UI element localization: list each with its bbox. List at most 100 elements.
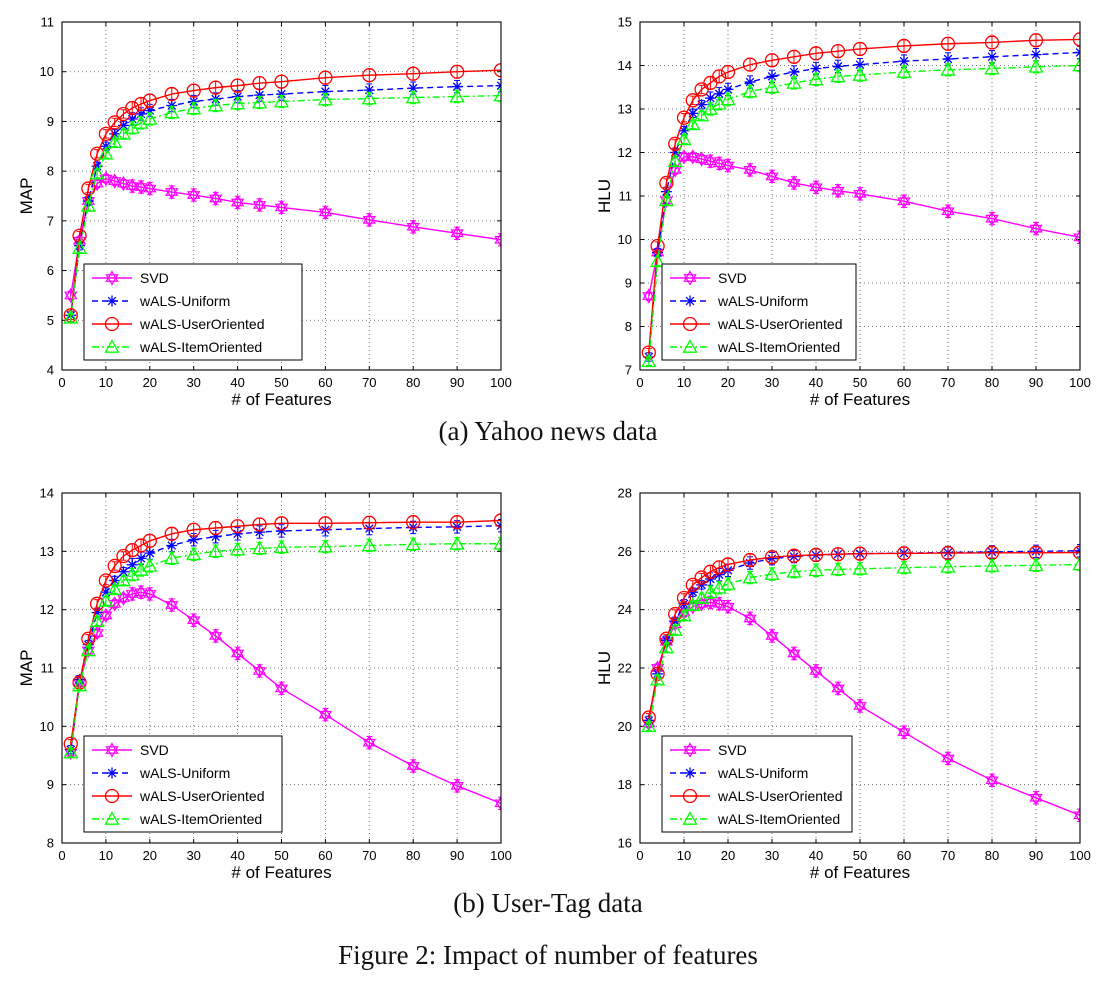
y-tick-label: 11 [41,661,55,676]
x-tick-label: 30 [765,848,779,863]
error-bar [1077,230,1080,245]
x-tick-label: 80 [985,375,999,390]
marker-hexagram [165,184,179,196]
marker-circle [742,552,758,568]
data-point [985,210,999,227]
x-tick-label: 90 [1029,375,1043,390]
data-point [1072,545,1080,560]
y-tick-label: 24 [618,602,632,617]
marker-hexagram [721,599,735,611]
data-point [667,153,683,168]
data-point [897,724,911,740]
data-point [852,41,868,57]
data-point [942,53,954,65]
y-tick-label: 10 [618,232,632,247]
y-tick-label: 14 [40,486,54,501]
marker-hexagram [252,663,267,675]
marker-hexagram [703,157,718,169]
legend-label: wALS-UserOriented [717,788,843,804]
x-tick-label: 40 [809,375,823,390]
data-point [361,537,377,552]
x-axis-label: # of Features [810,863,910,882]
marker-triangle [493,535,501,550]
series-group [63,513,501,812]
error-bar [498,233,501,247]
marker-hexagram [362,738,376,751]
data-point [71,677,88,692]
marker-hexagram [831,684,845,697]
x-tick-label: 30 [765,375,779,390]
y-tick-label: 13 [40,544,54,559]
data-point [808,46,824,61]
marker-hexagram [941,750,955,763]
legend-entry: wALS-ItemOriented [92,339,262,355]
legend-entry: wALS-ItemOriented [92,811,262,827]
marker-hexagram [765,632,779,644]
marker-triangle [251,94,268,109]
series-group [641,32,1080,368]
marker-triangle [80,642,96,657]
marker-hexagram [809,179,823,192]
marker-triangle [361,90,377,105]
data-point [1072,556,1080,571]
error-bar [698,84,705,95]
data-point [810,63,822,75]
marker-triangle [641,718,657,733]
legend-label: SVD [718,270,747,286]
marker-circle [1072,32,1080,47]
marker-hexagram [99,174,113,187]
data-point [493,87,501,102]
legend-label: wALS-ItemOriented [717,811,840,827]
marker-hexagram [765,168,779,181]
data-point [852,560,868,575]
marker-circle [764,550,780,565]
marker-circle [142,93,157,108]
marker-circle [274,516,289,531]
data-point [230,194,245,211]
x-tick-label: 10 [677,375,691,390]
marker-hexagram [116,175,131,188]
chart-usertag-hlu: 0 10 20 30 40 50 60 70 80 90 100 16 18 20 22 24 26 28 # of… [595,486,1091,883]
data-point [89,146,105,161]
x-tick-label: 100 [1069,848,1091,863]
marker-circle [682,316,698,332]
data-point [494,232,501,248]
marker-hexagram [743,614,757,627]
axes-frame [61,492,502,844]
marker-hexagram [721,602,735,615]
marker-triangle [742,569,758,584]
data-point [721,157,735,174]
marker-triangle [720,91,736,106]
legend-entry: wALS-ItemOriented [670,339,840,355]
legend-entry: wALS-UserOriented [670,316,843,332]
data-point [649,671,666,686]
data-point [712,596,726,612]
data-point [809,663,823,679]
marker-circle [252,517,267,532]
x-tick-label: 0 [58,375,65,390]
marker-triangle [405,536,421,551]
data-point [406,758,420,774]
marker-triangle [164,550,180,565]
data-point [786,548,802,563]
data-point [742,552,758,568]
marker-hexagram [125,178,139,190]
error-bar [102,575,109,586]
data-point [852,67,868,81]
data-point [1072,32,1080,47]
series-group [641,544,1080,823]
data-point [186,546,202,561]
marker-hexagram [230,194,245,207]
x-tick-label: 20 [721,848,735,863]
y-tick-label: 6 [47,263,54,278]
data-point [787,175,801,191]
marker-hexagram [1073,811,1080,823]
marker-hexagram [274,199,289,212]
marker-circle [133,96,149,112]
data-point [896,559,912,574]
y-tick-label: 10 [40,719,54,734]
marker-circle [830,547,846,562]
error-bar [498,88,501,103]
data-point [808,547,824,562]
y-axis-label: HLU [595,651,614,685]
